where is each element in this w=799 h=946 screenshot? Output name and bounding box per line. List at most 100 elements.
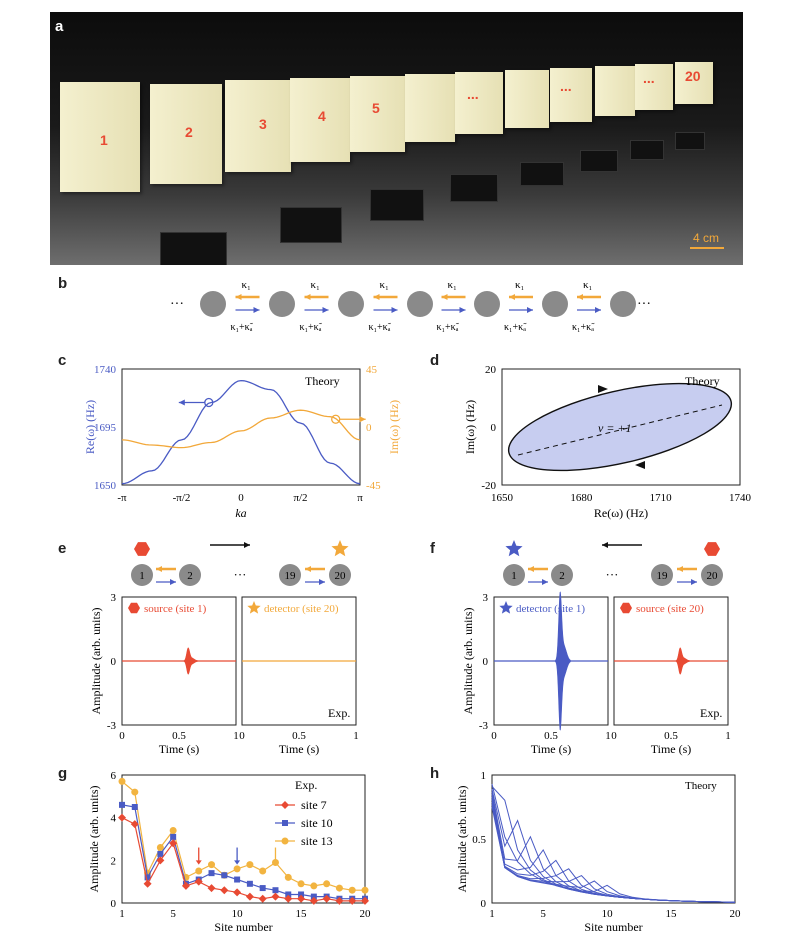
data-point bbox=[246, 861, 254, 869]
re-omega-curve bbox=[121, 379, 361, 485]
data-point bbox=[285, 891, 292, 898]
site-label: 19 bbox=[657, 570, 669, 582]
plot-frame bbox=[121, 368, 361, 486]
data-point bbox=[195, 867, 203, 875]
cavity-block: 3 bbox=[225, 80, 291, 172]
cavity-block: 4 bbox=[290, 78, 350, 162]
kappa-label: κ₁ bbox=[448, 279, 458, 291]
panel-letter-h: h bbox=[430, 765, 440, 782]
x-axis-label: Site number bbox=[584, 920, 642, 934]
mode-profile-line bbox=[491, 788, 736, 903]
x-tick-label: 0 bbox=[238, 492, 244, 504]
block-label: 3 bbox=[259, 116, 267, 132]
data-point bbox=[335, 896, 344, 905]
winding-number-label: ν = +1 bbox=[598, 421, 632, 435]
x-tick-label: 20 bbox=[730, 908, 742, 920]
kappa-label: κ₁ bbox=[583, 279, 593, 291]
hopping-arrow-left-head bbox=[509, 294, 515, 300]
theory-label: Theory bbox=[685, 374, 720, 388]
kappa-label: κ₁ bbox=[380, 279, 390, 291]
y-tick-label: 3 bbox=[111, 592, 117, 604]
kappa-label: κ₁ bbox=[242, 279, 252, 291]
electronics-box bbox=[675, 132, 705, 150]
hopping-arrow-left-head bbox=[305, 566, 311, 572]
legend-marker bbox=[281, 837, 289, 845]
data-point bbox=[284, 873, 292, 881]
hopping-arrow-right-head bbox=[319, 579, 325, 585]
experimental-photo: 1 2 3 4 5 ... ... ... 20 4 cm bbox=[50, 12, 743, 265]
y-tick-label: 0 bbox=[483, 656, 489, 668]
site-circle bbox=[701, 564, 723, 586]
chain-dots: ··· bbox=[606, 567, 619, 582]
panel-letter-f: f bbox=[430, 540, 435, 557]
kappa-sum-label: κ₁+κ̃ₐ bbox=[300, 322, 323, 333]
x-tick-label: -π/2 bbox=[173, 492, 191, 504]
electronics-box bbox=[520, 162, 564, 186]
data-point bbox=[284, 894, 293, 903]
x-tick-label: 1 bbox=[353, 730, 359, 742]
data-point bbox=[208, 870, 215, 877]
data-point bbox=[118, 777, 126, 785]
electronics-box bbox=[580, 150, 618, 172]
y-axis-label: Amplitude (arb. units) bbox=[87, 786, 101, 893]
cavity-block: ... bbox=[635, 64, 673, 110]
panel-letter-g: g bbox=[58, 765, 68, 782]
site-label: 1 bbox=[511, 570, 517, 582]
x-tick-label: 0 bbox=[239, 730, 245, 742]
panel-letter-d: d bbox=[430, 352, 440, 369]
hopping-arrow-right-head bbox=[691, 579, 697, 585]
site-circle bbox=[200, 291, 226, 317]
data-point bbox=[258, 894, 267, 903]
right-tick-label: 45 bbox=[366, 364, 378, 376]
data-point bbox=[207, 884, 216, 893]
data-point bbox=[245, 892, 254, 901]
mode-profile-line bbox=[491, 801, 736, 903]
exp-label: Exp. bbox=[328, 706, 350, 720]
y-axis-label: Im(ω) (Hz) bbox=[463, 400, 477, 454]
kappa-label: κ₁ bbox=[311, 279, 321, 291]
x-tick-label: 1680 bbox=[570, 492, 593, 504]
block-label: 4 bbox=[318, 108, 326, 124]
site-arrow-head bbox=[272, 860, 279, 865]
data-point bbox=[233, 888, 242, 897]
hopping-arrow-left-head bbox=[373, 294, 380, 300]
data-point bbox=[194, 877, 203, 886]
x-tick-label: 5 bbox=[540, 908, 546, 920]
site-circle bbox=[610, 291, 636, 317]
plot-frame bbox=[121, 774, 366, 904]
site-circle bbox=[651, 564, 673, 586]
data-point bbox=[221, 872, 228, 879]
legend-label: site 10 bbox=[301, 816, 333, 830]
x-tick-label: 15 bbox=[296, 908, 308, 920]
site-label: 2 bbox=[559, 570, 565, 582]
electronics-box bbox=[630, 140, 664, 160]
detector-star-icon bbox=[247, 601, 261, 614]
x-tick-label: 20 bbox=[360, 908, 372, 920]
x-tick-label: 0 bbox=[611, 730, 617, 742]
x-tick-label: 0.5 bbox=[544, 730, 558, 742]
legend-marker bbox=[282, 820, 288, 826]
cavity-block: 1 bbox=[60, 82, 140, 192]
kappa-sum-label: κ₁+κ̃ₐ bbox=[504, 322, 527, 333]
data-point bbox=[131, 804, 138, 810]
left-tick-label: 1650 bbox=[94, 480, 117, 492]
legend-left: detector (site 1) bbox=[516, 603, 585, 615]
hopping-arrow-right-head bbox=[253, 307, 260, 313]
ellipse-arrow-bottom bbox=[635, 461, 645, 469]
legend-marker bbox=[281, 801, 289, 809]
dashed-line bbox=[517, 404, 723, 456]
data-point bbox=[181, 881, 190, 890]
signal-pulse bbox=[674, 647, 691, 675]
detector-star-icon bbox=[505, 540, 523, 557]
exp-label: Exp. bbox=[295, 778, 317, 792]
mode-profile-line bbox=[491, 783, 736, 903]
hopping-arrow-left-head bbox=[156, 566, 162, 572]
data-point bbox=[157, 850, 164, 857]
source-hexagon-icon bbox=[620, 602, 632, 614]
site-arrow-head bbox=[234, 860, 241, 865]
kappa-sum-label: κ₁+κ̃ₐ bbox=[231, 322, 254, 333]
data-point bbox=[143, 879, 152, 888]
x-tick-label: 1 bbox=[725, 730, 731, 742]
